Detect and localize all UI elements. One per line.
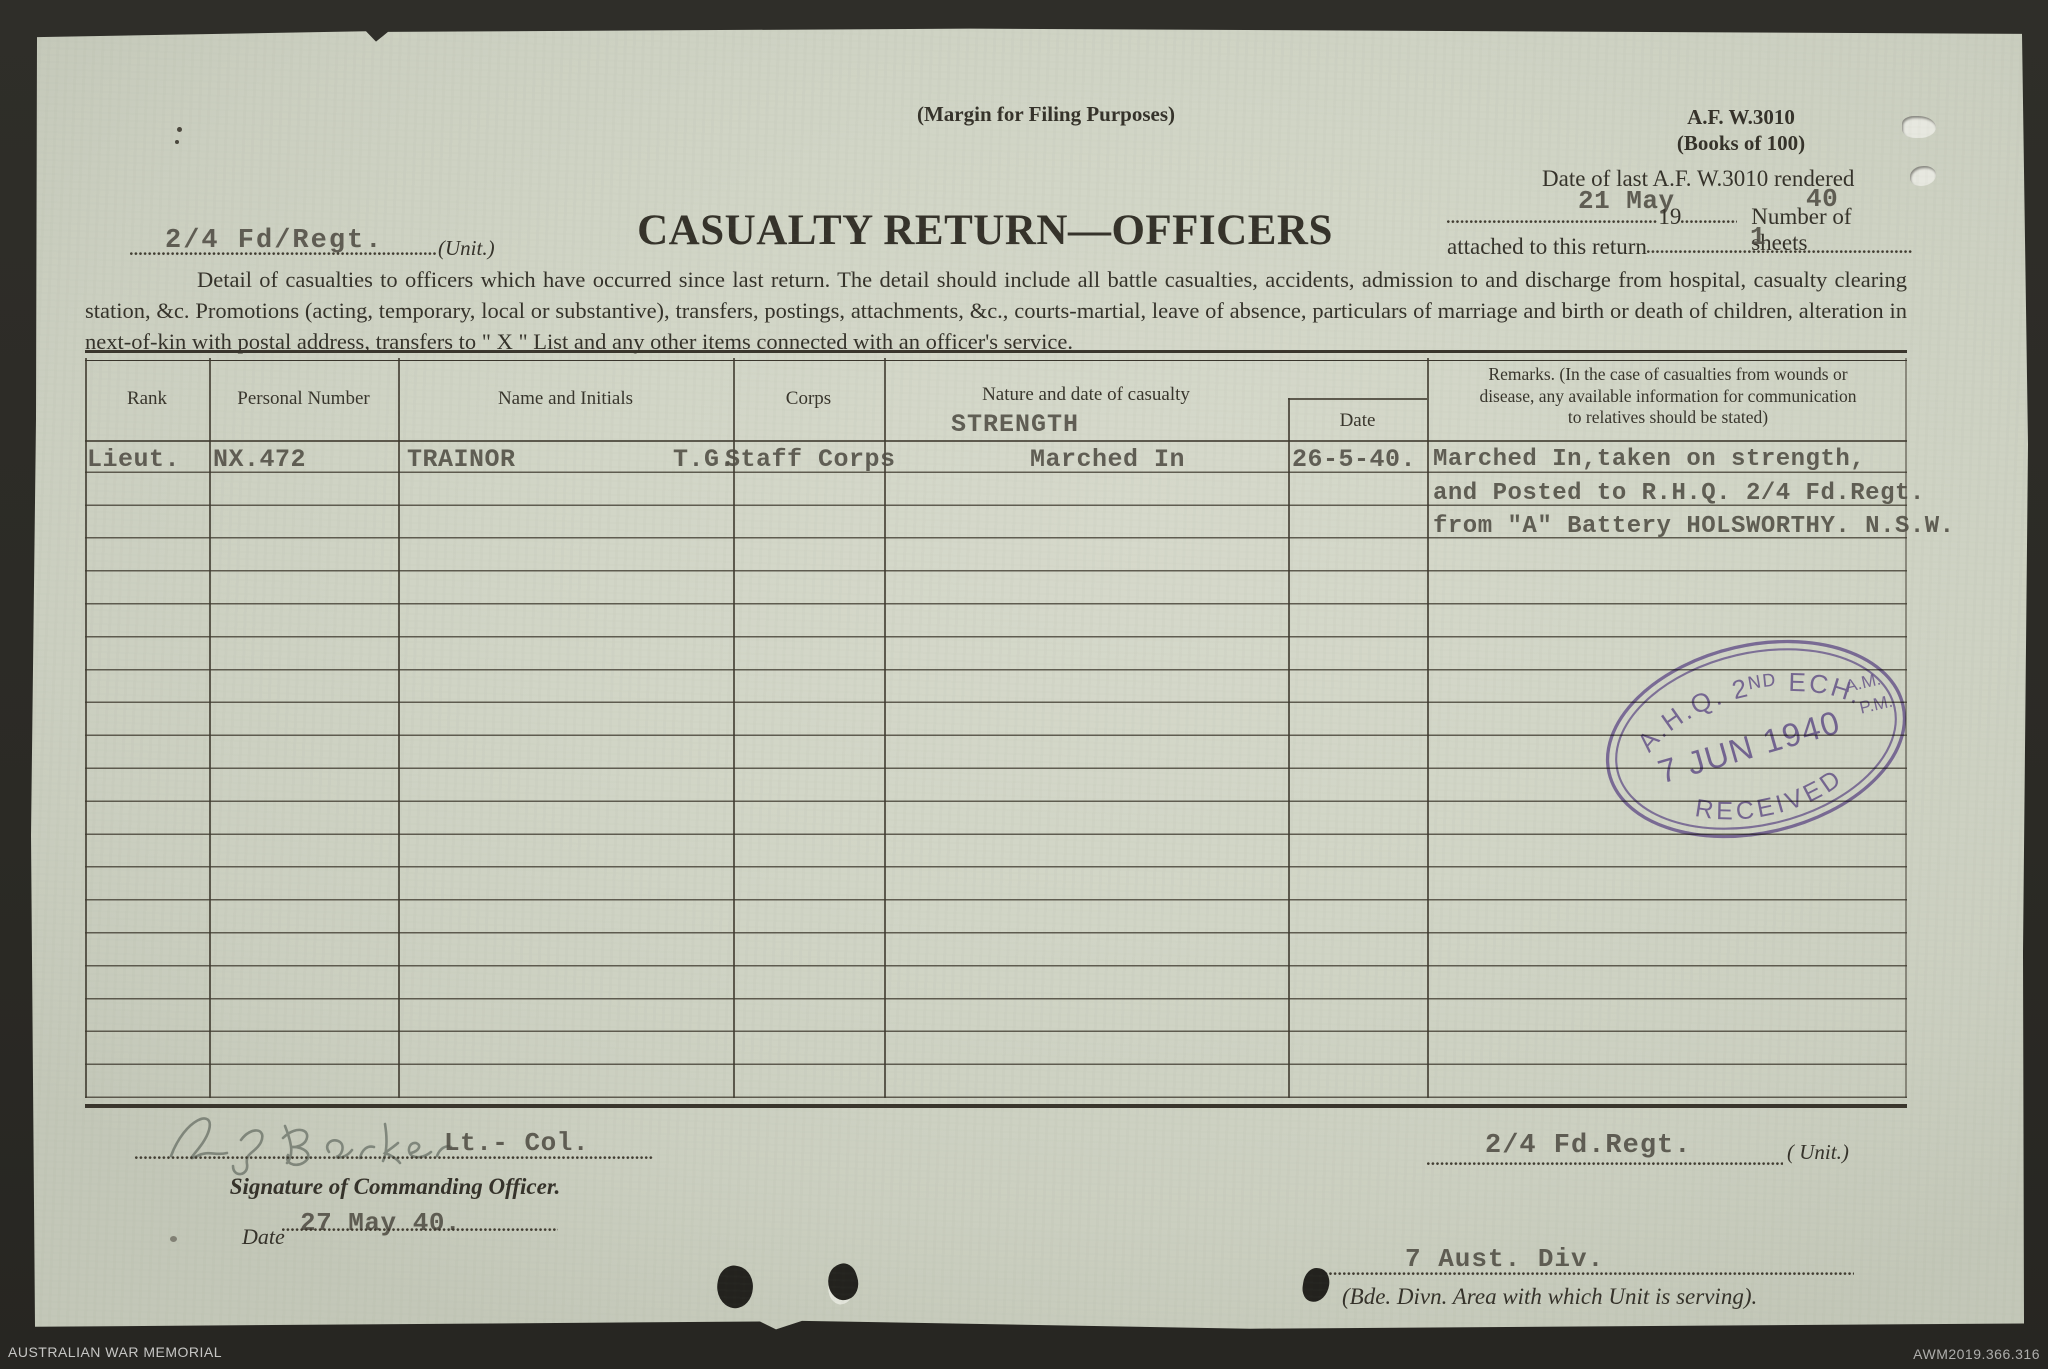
books-of-note: (Books of 100) [1676,131,1806,155]
row-casualty: Marched In [1030,445,1186,474]
attached-field: attached to this return [1447,234,1913,260]
dotted-leader [1646,250,1913,254]
ink-speck [177,127,182,132]
date-dotted-line [282,1228,558,1232]
archive-caption-left: AUSTRALIAN WAR MEMORIAL [8,1344,223,1360]
sheets-value-typed: 1 [1750,222,1767,252]
row-remarks-line2: and Posted to R.H.Q. 2/4 Fd.Regt. [1433,480,1925,507]
form-number: A.F. W.3010 [1687,105,1795,129]
col-header-name: Name and Initials [497,388,634,409]
received-stamp: A.H.Q. 2ᴺᴰ ECH. RECEIVED 7 JUN 1940 A.M.… [1582,618,1930,860]
col-header-rank: Rank [126,388,168,409]
rendered-date-typed: 21 May [1578,186,1675,216]
date-label: Date [242,1224,285,1249]
paper-tear [1902,116,1936,138]
archive-reference-number: AWM2019.366.316 [1913,1346,2040,1362]
row-remarks-line3: from "A" Battery HOLSWORTHY. N.S.W. [1433,513,1955,540]
unit-dotted-line [130,252,436,256]
ink-blot [713,1262,757,1312]
footer-unit-dotted-line [1427,1162,1783,1166]
footer-unit-typed: 2/4 Fd.Regt. [1485,1131,1692,1161]
unit-label: (Unit.) [438,236,495,260]
row-initials: T.G. [673,445,736,474]
table-ruled-rows [85,440,1907,1099]
row-corps: Staff Corps [725,445,896,474]
stamp-outer-ellipse [1605,639,1907,839]
rendered-label: Date of last A.F. W.3010 rendered [1542,166,1855,191]
unit-typed: 2/4 Fd/Regt. [165,226,384,256]
heavy-rule-top [85,350,1907,361]
row-remarks-line1: Marched In,taken on strength, [1433,446,1866,473]
remarks-header-line2: disease, any available information for c… [1479,385,1857,406]
date-typed: 27 May 40. [300,1208,462,1238]
formation-dotted-line [1320,1272,1854,1276]
rendered-year-typed: 40 [1806,184,1839,214]
ink-speck [170,1236,177,1242]
form-paper: (Margin for Filing Purposes) A.F. W.3010… [31,28,2029,1330]
stamp-am-text: A.M. [1843,669,1882,697]
instructions-paragraph: Detail of casualties to officers which h… [85,267,1907,354]
formation-label: (Bde. Divn. Area with which Unit is serv… [1342,1284,1758,1309]
row-personal-number: NX.472 [213,445,307,474]
date-box-top-line [1288,398,1427,400]
signature-dotted-line [135,1156,653,1160]
col-header-personal-number: Personal Number [237,388,370,409]
row-rank: Lieut. [87,445,181,474]
row-surname: TRAINOR [407,445,516,474]
received-stamp-svg: A.H.Q. 2ᴺᴰ ECH. RECEIVED 7 JUN 1940 A.M.… [1605,639,1907,839]
margin-filing-note: (Margin for Filing Purposes) [916,102,1175,126]
heavy-rule-bottom [85,1104,1907,1108]
col-header-date: Date [1339,410,1376,431]
ink-blot [823,1260,863,1304]
casualty-table: Rank Personal Number Name and Initials C… [85,358,1954,1099]
paper-tear [1910,166,1936,186]
attached-label: attached to this return [1447,234,1647,259]
remarks-header-line1: Remarks. (In the case of casualties from… [1488,364,1848,384]
formation-typed: 7 Aust. Div. [1405,1244,1605,1274]
signature-rank-typed: Lt.- Col. [444,1128,589,1158]
remarks-header-line3: to relatives should be stated) [1567,407,1769,427]
page-title: CASUALTY RETURN—OFFICERS [637,207,1333,254]
signature-label: Signature of Commanding Officer. [229,1174,561,1199]
dotted-leader [1447,220,1659,224]
footer-unit-label: ( Unit.) [1787,1140,1849,1164]
row-date: 26-5-40. [1292,445,1417,474]
col-header-corps: Corps [785,388,832,409]
strength-typed: STRENGTH [951,410,1080,439]
dotted-leader [1681,220,1738,224]
year-prefix: 19 [1658,204,1682,229]
commanding-officer-signature [169,1117,453,1176]
stamp-inner-ellipse [1615,648,1897,830]
ink-blot [1300,1266,1332,1304]
col-header-casualty: Nature and date of casualty [982,384,1190,405]
ink-speck [175,140,179,144]
